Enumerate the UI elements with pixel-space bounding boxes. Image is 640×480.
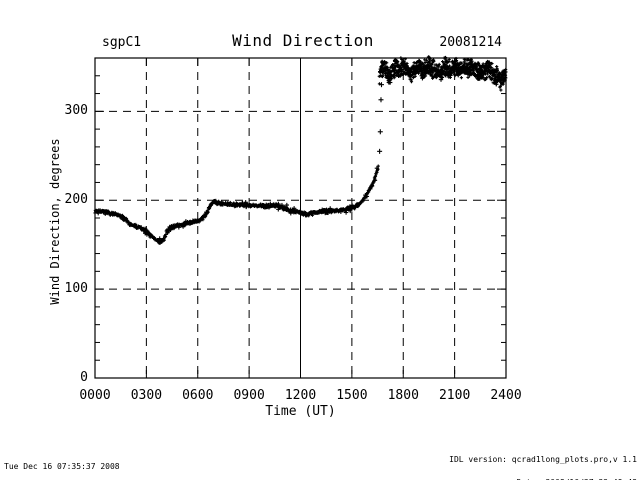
x-tick-label: 2400 (490, 388, 522, 403)
gridlines (95, 58, 506, 378)
x-tick-label: 2100 (438, 388, 471, 403)
footer-timestamp: Tue Dec 16 07:35:37 2008 (4, 462, 120, 471)
wind-direction-trace (93, 164, 380, 245)
x-tick-label: 0300 (130, 388, 163, 403)
date-label: 20081214 (439, 35, 502, 50)
x-tick-label: 1800 (387, 388, 419, 403)
northwesterly-band (377, 55, 508, 92)
site-label: sgpC1 (102, 35, 142, 50)
chart-title: Wind Direction (232, 31, 374, 50)
footer-idl-date: Date: 2008/10/27 22:49:48 (387, 479, 637, 480)
x-tick-label: 1500 (336, 388, 368, 403)
x-tick-label: 0900 (233, 388, 265, 403)
footer-idl-version: IDL version: qcrad1long_plots.pro,v 1.1 (449, 455, 637, 465)
y-tick-label: 0 (80, 370, 88, 385)
footer-right: IDL version: qcrad1long_plots.pro,v 1.1 … (387, 441, 637, 480)
y-tick-label: 100 (64, 281, 88, 297)
x-tick-label: 1200 (284, 388, 317, 403)
y-axis-title: Wind Direction, degrees (48, 138, 62, 305)
footer-left: Tue Dec 16 07:35:37 2008 Battelle Pacifi… (4, 444, 332, 480)
x-tick-label: 0600 (182, 388, 214, 403)
x-axis-title: Time (UT) (265, 404, 336, 419)
transition-outliers (377, 82, 385, 154)
x-tick-label: 0000 (79, 388, 111, 403)
y-tick-label: 300 (64, 103, 88, 119)
y-tick-label: 200 (64, 192, 88, 208)
